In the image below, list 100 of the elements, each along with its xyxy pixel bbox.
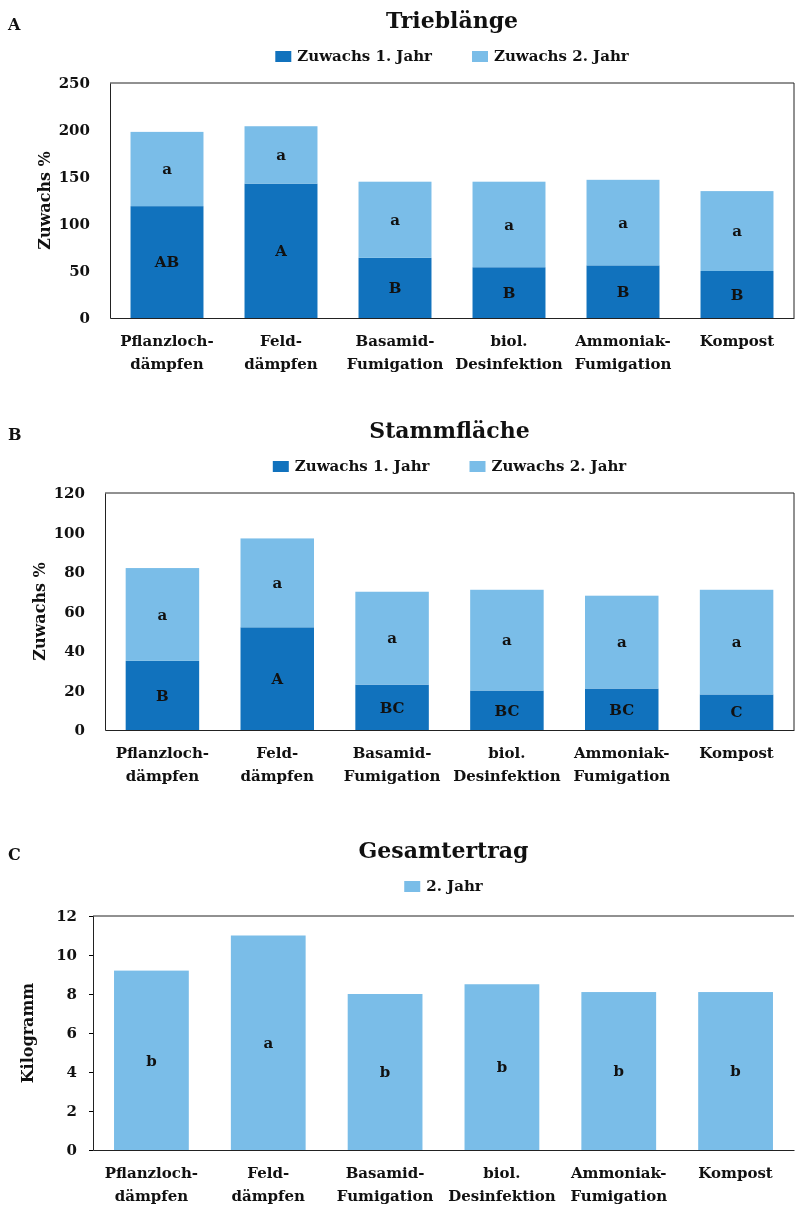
bar: [699, 589, 774, 695]
data-label: a: [504, 215, 515, 234]
y-tick-label: 2: [66, 1102, 77, 1121]
x-tick-label: Pflanzloch- dämpfen: [115, 744, 210, 785]
bar: [472, 181, 546, 268]
y-axis-title: Kilogramm: [18, 982, 37, 1084]
bar: [586, 179, 660, 266]
legend-label: 2. Jahr: [426, 877, 484, 895]
data-label: B: [156, 686, 169, 705]
y-tick-label: 250: [58, 74, 90, 93]
chart-title: Trieblänge: [385, 7, 519, 33]
data-label: a: [618, 213, 629, 232]
bar: [347, 994, 423, 1150]
x-tick-label: Feld- dämpfen: [231, 1164, 306, 1205]
data-label: BC: [609, 700, 635, 719]
bar: [585, 688, 659, 730]
y-tick-label: 50: [69, 262, 90, 281]
data-label: a: [162, 160, 173, 179]
data-label: a: [502, 631, 513, 650]
y-axis-title: Zuwachs %: [30, 562, 49, 661]
bar: [244, 126, 318, 184]
bar: [355, 591, 429, 685]
y-tick-label: 0: [66, 1141, 77, 1160]
bar: [125, 660, 200, 730]
bar: [114, 970, 189, 1150]
x-tick-label: Pflanzloch- dämpfen: [104, 1164, 199, 1205]
legend-label: Zuwachs 1. Jahr: [294, 457, 431, 475]
bar: [699, 694, 774, 730]
data-label: a: [387, 629, 398, 648]
data-label: a: [616, 633, 627, 652]
y-tick-label: 80: [64, 563, 85, 582]
bar: [130, 206, 204, 318]
x-tick-label: biol. Desinfektion: [453, 744, 561, 785]
x-tick-label: biol. Desinfektion: [448, 1164, 556, 1205]
legend-label: Zuwachs 2. Jahr: [491, 457, 628, 475]
legend-label: Zuwachs 2. Jahr: [494, 47, 630, 65]
x-tick-label: Ammoniak- Fumigation: [569, 1164, 668, 1205]
bar: [700, 271, 774, 318]
x-tick-label: biol. Desinfektion: [455, 332, 563, 373]
chart-title: Stammfläche: [369, 417, 530, 443]
text: A: [7, 15, 21, 34]
bar: [581, 992, 657, 1150]
y-tick-label: 60: [64, 602, 85, 621]
data-label: b: [379, 1063, 391, 1082]
x-tick-label: Pflanzloch- dämpfen: [120, 332, 214, 373]
data-label: A: [270, 669, 284, 688]
bar: [464, 984, 540, 1150]
y-axis-title: Zuwachs %: [35, 151, 54, 250]
y-tick-label: 150: [58, 168, 90, 187]
data-label: C: [730, 703, 743, 722]
x-tick-label: Feld- dämpfen: [240, 744, 315, 785]
bar: [358, 181, 432, 258]
bar: [698, 992, 773, 1150]
data-label: a: [157, 605, 168, 624]
data-label: a: [272, 574, 283, 593]
data-label: b: [613, 1062, 624, 1081]
x-tick-label: Kompost: [699, 332, 775, 350]
data-label: A: [274, 242, 288, 261]
bar: [130, 131, 204, 207]
data-label: a: [731, 633, 742, 652]
bar: [355, 684, 429, 730]
data-label: a: [276, 146, 287, 165]
bar: [470, 589, 544, 691]
data-label: AB: [153, 253, 180, 272]
y-tick-label: 100: [53, 523, 85, 542]
x-tick-label: Feld- dämpfen: [244, 332, 318, 373]
data-label: b: [730, 1062, 741, 1081]
bar: [230, 935, 306, 1150]
y-tick-label: 12: [56, 907, 77, 926]
y-tick-label: 8: [66, 985, 77, 1004]
bar: [586, 265, 660, 318]
y-tick-label: 20: [64, 681, 85, 700]
text: C: [8, 845, 21, 864]
x-tick-label: Ammoniak- Fumigation: [572, 744, 671, 785]
bar: [585, 595, 659, 689]
y-tick-label: 40: [64, 642, 85, 661]
x-tick-label: Ammoniak- Fumigation: [574, 332, 672, 373]
data-label: a: [263, 1034, 274, 1052]
text: B: [8, 425, 22, 444]
bar: [470, 690, 544, 730]
y-tick-label: 120: [53, 484, 85, 503]
bar: [358, 257, 432, 318]
y-tick-label: 6: [66, 1024, 77, 1043]
data-label: B: [616, 282, 630, 301]
data-label: a: [732, 222, 743, 241]
legend-label: Zuwachs 1. Jahr: [297, 47, 434, 65]
data-label: B: [388, 279, 402, 298]
y-tick-label: 0: [79, 309, 90, 328]
bar: [125, 568, 200, 661]
y-tick-label: 4: [66, 1063, 77, 1082]
x-tick-label: Kompost: [699, 744, 774, 762]
data-label: b: [496, 1058, 508, 1077]
data-label: B: [730, 285, 744, 304]
chart-title: Gesamtertrag: [358, 837, 529, 863]
bar: [472, 267, 546, 318]
bar: [700, 191, 774, 271]
bar: [240, 627, 314, 730]
x-tick-label: Basamid- Fumigation: [343, 744, 441, 785]
x-tick-label: Kompost: [698, 1164, 773, 1182]
y-tick-label: 100: [58, 215, 90, 234]
